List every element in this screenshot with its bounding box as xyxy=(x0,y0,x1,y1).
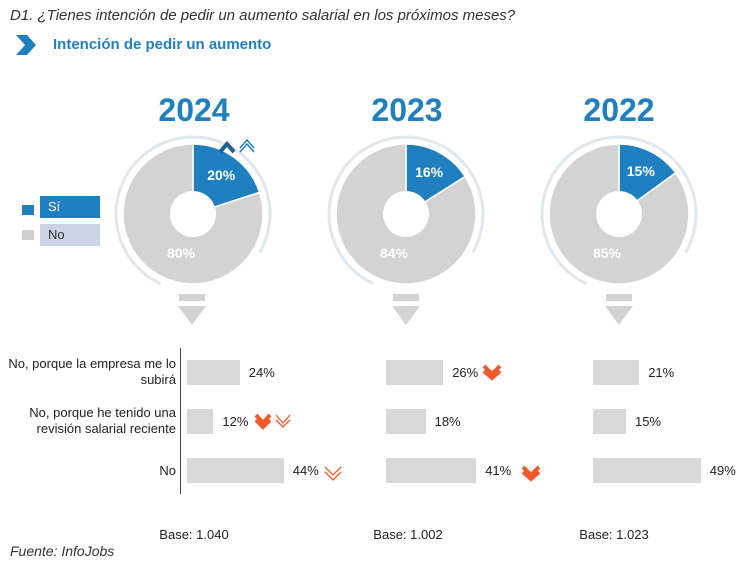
bar-value-label: 18% xyxy=(434,414,461,429)
legend-label-si: Sí xyxy=(48,199,61,214)
source-note: Fuente: InfoJobs xyxy=(10,543,115,559)
pie-label-no: 85% xyxy=(593,245,622,261)
pie-label-si: 16% xyxy=(415,164,444,180)
pie-label-si: 15% xyxy=(627,163,656,179)
base-2023: Base: 1.002 xyxy=(373,527,443,542)
donut-hole xyxy=(596,191,642,237)
donut-outer-ring xyxy=(327,135,485,286)
chart-subtitle: Intención de pedir un aumento xyxy=(53,36,272,53)
bar-value-label: 12% xyxy=(222,414,249,429)
question-text: D1. ¿Tienes intención de pedir un aument… xyxy=(10,7,516,24)
pie-label-no: 80% xyxy=(167,245,196,261)
year-title-2022: 2022 xyxy=(583,92,655,128)
legend-item-no: No xyxy=(40,224,100,246)
base-2024: Base: 1.040 xyxy=(159,527,229,542)
category-label: No, porque la empresa me lo subirá xyxy=(8,356,176,387)
category-label: No, porque he tenido una revisión salari… xyxy=(29,405,176,436)
chevron-right-icon xyxy=(16,35,36,55)
trend-down-icon xyxy=(521,465,541,482)
down-pointer-icon xyxy=(605,294,633,325)
bar xyxy=(187,458,284,483)
trend-down-icon xyxy=(324,466,342,481)
bar xyxy=(386,360,444,385)
year-title-2024: 2024 xyxy=(158,92,230,128)
bar-value-label: 21% xyxy=(648,365,675,380)
pie-label-no: 84% xyxy=(380,245,409,261)
bar-value-label: 26% xyxy=(452,365,479,380)
category-label: No xyxy=(159,463,176,478)
trend-up-icon xyxy=(218,139,255,154)
trend-down-icon xyxy=(254,413,291,430)
bar-value-label: 44% xyxy=(292,463,319,478)
donut-outer-ring xyxy=(114,135,272,286)
bar xyxy=(593,360,640,385)
bar-value-label: 24% xyxy=(248,365,275,380)
bar-value-label: 49% xyxy=(709,463,736,478)
donut-outer-ring xyxy=(540,135,698,286)
bar xyxy=(187,409,214,434)
bar-value-label: 41% xyxy=(485,463,512,478)
bar xyxy=(386,458,477,483)
down-pointer-icon xyxy=(178,294,206,325)
base-2022: Base: 1.023 xyxy=(579,527,649,542)
bar xyxy=(593,409,626,434)
bar xyxy=(187,360,240,385)
donut-hole xyxy=(170,191,216,237)
trend-down-icon xyxy=(482,364,502,381)
bar xyxy=(593,458,701,483)
legend-item-si: Sí xyxy=(40,196,100,218)
down-pointer-icon xyxy=(392,294,420,325)
legend-swatch-no xyxy=(22,230,34,240)
legend-label-no: No xyxy=(48,227,65,242)
year-title-2023: 2023 xyxy=(371,92,443,128)
bar-value-label: 15% xyxy=(635,414,662,429)
pie-label-si: 20% xyxy=(207,167,236,183)
category-axis-line xyxy=(180,348,181,494)
bar xyxy=(386,409,426,434)
pie-slice-si xyxy=(192,143,261,216)
donut-hole xyxy=(383,191,429,237)
legend-swatch-si xyxy=(22,205,34,215)
